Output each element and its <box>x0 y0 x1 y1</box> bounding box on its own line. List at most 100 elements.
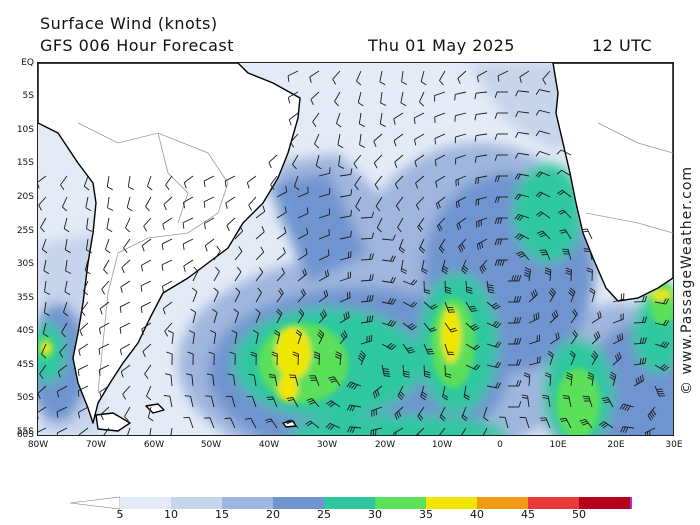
wind-barb-feather <box>474 135 477 142</box>
wind-barb <box>163 196 173 205</box>
wind-barb <box>297 313 305 324</box>
wind-barb <box>415 427 425 435</box>
wind-barb-feather <box>619 334 622 341</box>
wind-barb <box>549 337 560 345</box>
wind-barb <box>456 217 467 225</box>
wind-barb <box>103 427 110 435</box>
wind-barb-feather <box>524 269 531 273</box>
colorbar-segment <box>477 497 528 509</box>
wind-barb-feather <box>306 397 313 401</box>
wind-barb-feather <box>441 270 448 275</box>
wind-barb <box>161 238 173 245</box>
wind-barb <box>373 133 383 142</box>
wind-barb-feather <box>610 374 616 379</box>
wind-barb <box>423 343 429 355</box>
wind-barb <box>360 320 372 324</box>
wind-barb-feather <box>476 76 479 83</box>
wind-barb-feather <box>292 353 299 357</box>
wind-barb <box>40 217 47 228</box>
wind-barb-feather <box>474 345 481 351</box>
wind-barb-feather <box>390 276 394 283</box>
wind-barb-feather <box>647 415 652 421</box>
wind-barb-feather <box>511 275 515 282</box>
lon-label-50w: 50W <box>200 440 222 450</box>
wind-barb-feather <box>649 430 651 435</box>
wind-barb-feather <box>395 432 397 435</box>
wind-barb <box>38 406 47 413</box>
wind-barb <box>504 417 509 429</box>
wind-barb <box>338 154 341 166</box>
wind-barb <box>545 417 551 429</box>
wind-barb <box>141 259 152 266</box>
wind-barb-feather <box>474 93 477 100</box>
wind-barb <box>41 343 47 355</box>
wind-barb <box>402 322 412 331</box>
wind-barb <box>212 375 215 387</box>
wind-barb-feather <box>461 269 467 275</box>
wind-barb <box>603 421 614 429</box>
africa <box>552 63 673 302</box>
wind-barb-feather <box>140 285 143 292</box>
lon-label-30e: 30E <box>665 440 683 450</box>
wind-barb-feather <box>619 403 624 410</box>
wind-barb-feather <box>345 312 348 319</box>
wind-barb <box>318 193 330 198</box>
wind-barb-feather <box>513 296 517 303</box>
wind-barb-feather <box>286 396 293 399</box>
wind-barb-feather <box>268 162 272 169</box>
wind-barb-feather <box>355 206 361 212</box>
wind-barb <box>455 154 467 159</box>
wind-barb-feather <box>538 232 545 236</box>
wind-barb <box>438 427 446 435</box>
wind-barb-feather <box>516 275 519 282</box>
wind-barb-feather <box>369 253 372 260</box>
wind-barb-feather <box>350 189 353 196</box>
wind-barb-feather <box>349 426 353 433</box>
colorbar-segment <box>324 497 375 509</box>
wind-barb-feather <box>537 192 543 198</box>
wind-barb-feather <box>140 265 144 272</box>
wind-barb <box>444 343 449 355</box>
wind-barb <box>398 238 404 250</box>
wind-barb <box>140 280 152 287</box>
wind-barb-feather <box>644 432 646 435</box>
wind-barb-feather <box>248 373 255 376</box>
wind-barb-feather <box>541 253 548 256</box>
wind-barb-feather <box>374 184 379 190</box>
wind-barb-feather <box>107 186 113 190</box>
wind-barb <box>539 109 551 114</box>
wind-barb <box>270 418 278 429</box>
wind-barb-feather <box>329 378 336 381</box>
wind-barb <box>549 292 556 303</box>
wind-barb-feather <box>477 177 480 184</box>
wind-barb-feather <box>369 315 371 322</box>
wind-barb-feather <box>429 327 436 331</box>
wind-barb-feather <box>642 357 644 364</box>
wind-barb <box>456 196 467 203</box>
wind-barb-feather <box>39 373 44 380</box>
wind-barb-feather <box>188 330 195 334</box>
wind-barb <box>486 385 498 389</box>
wind-barb <box>518 173 530 177</box>
wind-barb <box>192 291 198 303</box>
wind-barb-feather <box>271 351 278 355</box>
wind-barb <box>41 238 47 250</box>
wind-barb-feather <box>572 310 577 317</box>
wind-barb-feather <box>216 245 221 252</box>
wind-barb <box>612 357 622 366</box>
wind-barb-feather <box>519 254 526 259</box>
wind-barb-feather <box>483 417 489 422</box>
wind-barb <box>164 322 173 332</box>
wind-barb <box>318 295 329 303</box>
wind-barb-feather <box>468 305 476 308</box>
wind-barb-feather <box>325 400 332 405</box>
wind-barb <box>146 175 152 187</box>
wind-barb-feather <box>369 295 372 302</box>
wind-barb-feather <box>393 118 396 125</box>
wind-barb-feather <box>84 270 91 275</box>
wind-barb-feather <box>397 395 403 401</box>
wind-barb-feather <box>565 267 572 271</box>
wind-barb <box>518 111 530 114</box>
wind-barb-feather <box>497 342 502 348</box>
wind-barb-feather <box>588 372 594 376</box>
